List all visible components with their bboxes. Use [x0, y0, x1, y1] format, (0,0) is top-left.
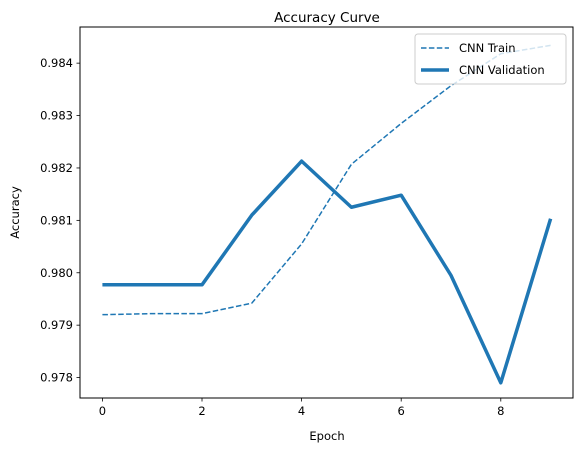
chart-title: Accuracy Curve — [274, 10, 380, 26]
legend: CNN Train CNN Validation — [414, 33, 567, 85]
y-tick-label: 0.980 — [40, 266, 73, 280]
y-axis-ticks: 0.978 0.979 0.980 0.981 0.982 0.983 0.984 — [40, 56, 80, 385]
legend-label-cnn-validation: CNN Validation — [459, 63, 545, 77]
y-axis-label: Accuracy — [8, 186, 22, 239]
series-line-cnn-train — [102, 44, 551, 316]
series-layer — [102, 44, 553, 385]
x-axis-ticks: 0 2 4 6 8 — [99, 398, 504, 418]
y-tick-label: 0.982 — [40, 161, 73, 175]
legend-label-cnn-train: CNN Train — [459, 41, 515, 55]
y-tick-label: 0.984 — [40, 56, 73, 70]
y-tick-label: 0.981 — [40, 213, 73, 227]
y-tick-label: 0.983 — [40, 109, 73, 123]
x-tick-label: 4 — [298, 404, 305, 418]
x-tick-label: 0 — [99, 404, 106, 418]
plot-area-frame — [79, 26, 574, 399]
x-tick-label: 2 — [198, 404, 205, 418]
legend-box — [414, 33, 567, 85]
y-tick-label: 0.978 — [40, 371, 73, 385]
y-tick-label: 0.979 — [40, 318, 73, 332]
x-tick-label: 8 — [497, 404, 504, 418]
series-line-cnn-validation — [102, 159, 553, 385]
x-tick-label: 6 — [398, 404, 405, 418]
x-axis-label: Epoch — [309, 429, 344, 443]
